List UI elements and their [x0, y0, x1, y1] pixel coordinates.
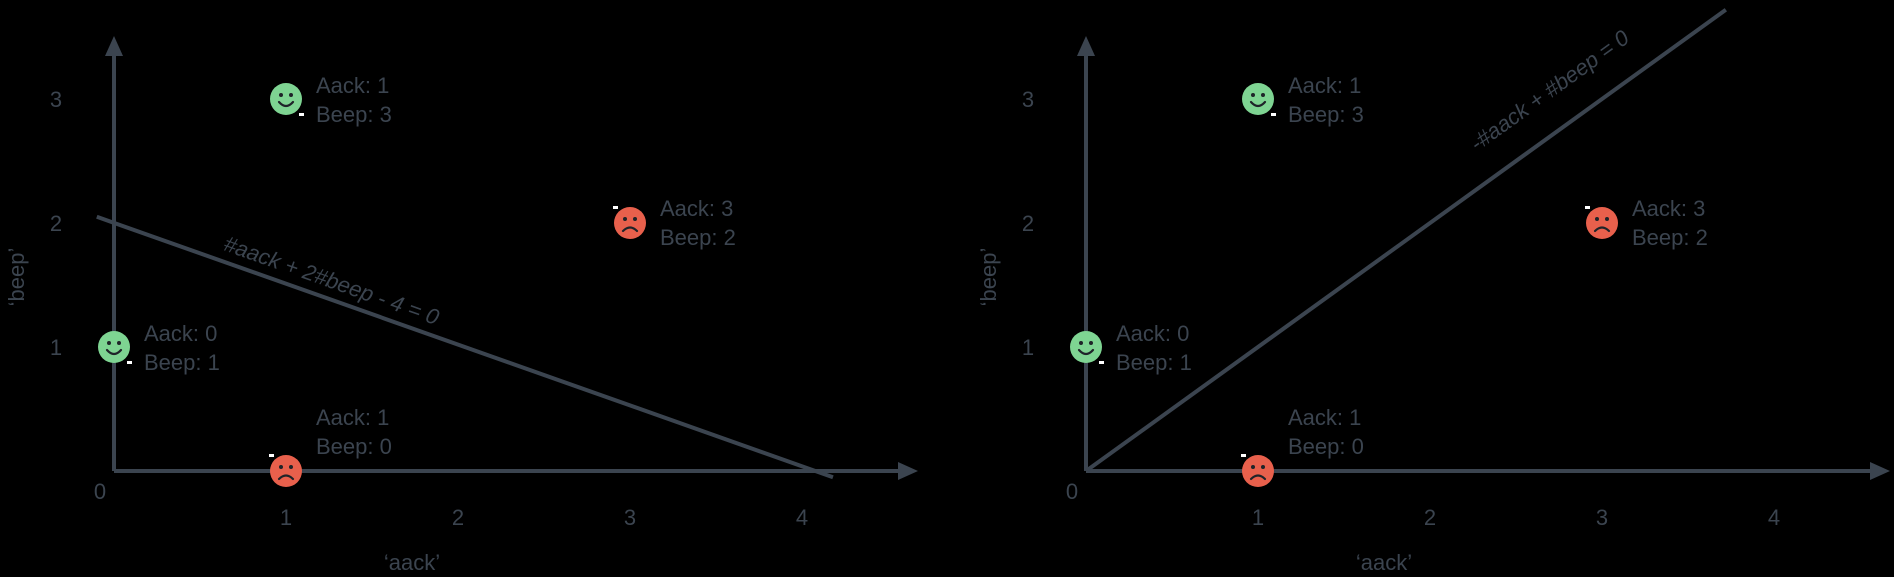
point-label-beep: Beep: 3 [1288, 102, 1364, 127]
point-marker [270, 83, 302, 115]
smile-icon [1077, 348, 1095, 356]
smile-icon [277, 100, 295, 108]
x-tick-label: 0 [94, 479, 106, 504]
point-marker-tick [299, 113, 304, 116]
frown-icon [621, 226, 639, 233]
face-eye-icon [289, 93, 293, 97]
point-label-beep: Beep: 1 [144, 350, 220, 375]
frown-icon [277, 474, 295, 481]
point-marker-tick [1585, 206, 1590, 209]
point-marker-tick [613, 206, 618, 209]
point-marker-tick [1271, 113, 1276, 116]
point-marker-tick [127, 361, 132, 364]
sad-face-point: Aack: 1 Beep: 0 [1241, 405, 1364, 487]
point-label-aack: Aack: 3 [660, 196, 733, 221]
happy-face-point: Aack: 1 Beep: 3 [1242, 73, 1364, 127]
point-label-aack: Aack: 1 [1288, 73, 1361, 98]
sad-face-point: Aack: 3 Beep: 2 [1585, 196, 1708, 250]
face-eye-icon [279, 465, 283, 469]
point-marker [1586, 207, 1618, 239]
point-label-aack: Aack: 3 [1632, 196, 1705, 221]
point-marker [1242, 83, 1274, 115]
x-tick-label: 0 [1066, 479, 1078, 504]
point-label-beep: Beep: 2 [660, 225, 736, 250]
y-axis-label: ‘beep’ [4, 248, 29, 307]
point-label-beep: Beep: 3 [316, 102, 392, 127]
y-tick-label: 2 [50, 211, 62, 236]
smile-icon [1249, 100, 1267, 108]
x-tick-label: 1 [1252, 505, 1264, 530]
y-axis-arrow [1077, 36, 1095, 56]
y-axis-arrow [105, 36, 123, 56]
face-eye-icon [107, 341, 111, 345]
point-label-beep: Beep: 1 [1116, 350, 1192, 375]
decision-boundary-line [1084, 8, 1728, 473]
decision-boundary-label: #aack + 2#beep - 4 = 0 [221, 231, 443, 330]
x-tick-label: 1 [280, 505, 292, 530]
point-marker [98, 331, 130, 363]
point-marker [270, 455, 302, 487]
point-label-beep: Beep: 0 [1288, 434, 1364, 459]
y-tick-label: 3 [50, 87, 62, 112]
point-label-beep: Beep: 2 [1632, 225, 1708, 250]
x-tick-label: 4 [796, 505, 808, 530]
x-tick-label: 4 [1768, 505, 1780, 530]
x-tick-label: 3 [624, 505, 636, 530]
point-marker [614, 207, 646, 239]
face-eye-icon [1089, 341, 1093, 345]
point-marker [1070, 331, 1102, 363]
frown-icon [1249, 474, 1267, 481]
face-eye-icon [1605, 217, 1609, 221]
face-eye-icon [1261, 93, 1265, 97]
y-tick-label: 3 [1022, 87, 1034, 112]
x-axis-label: ‘aack’ [1356, 550, 1412, 575]
face-eye-icon [279, 93, 283, 97]
point-label-aack: Aack: 1 [316, 405, 389, 430]
x-axis-arrow [898, 462, 918, 480]
point-marker-tick [269, 454, 274, 457]
decision-boundary-line [96, 214, 834, 480]
frown-icon [1593, 226, 1611, 233]
happy-face-point: Aack: 0 Beep: 1 [1070, 321, 1192, 375]
sad-face-point: Aack: 3 Beep: 2 [613, 196, 736, 250]
point-label-aack: Aack: 1 [1288, 405, 1361, 430]
y-tick-label: 1 [1022, 335, 1034, 360]
x-tick-label: 2 [452, 505, 464, 530]
face-eye-icon [1251, 93, 1255, 97]
face-eye-icon [289, 465, 293, 469]
face-eye-icon [1251, 465, 1255, 469]
y-tick-label: 2 [1022, 211, 1034, 236]
point-marker-tick [1241, 454, 1246, 457]
happy-face-point: Aack: 1 Beep: 3 [270, 73, 392, 127]
smile-icon [105, 348, 123, 356]
face-eye-icon [623, 217, 627, 221]
x-tick-label: 3 [1596, 505, 1608, 530]
sad-face-point: Aack: 1 Beep: 0 [269, 405, 392, 487]
face-eye-icon [1261, 465, 1265, 469]
chart-left: 0 1 2 3 4 1 2 3 ‘aack’ ‘beep’ #aack + 2#beep - 4 =… [4, 36, 918, 575]
face-eye-icon [1595, 217, 1599, 221]
face-eye-icon [1079, 341, 1083, 345]
point-label-beep: Beep: 0 [316, 434, 392, 459]
face-eye-icon [117, 341, 121, 345]
point-marker-tick [1099, 361, 1104, 364]
x-axis-arrow [1870, 462, 1890, 480]
x-axis-label: ‘aack’ [384, 550, 440, 575]
face-eye-icon [633, 217, 637, 221]
x-tick-label: 2 [1424, 505, 1436, 530]
y-axis-label: ‘beep’ [976, 248, 1001, 307]
point-label-aack: Aack: 1 [316, 73, 389, 98]
point-marker [1242, 455, 1274, 487]
point-label-aack: Aack: 0 [144, 321, 217, 346]
point-label-aack: Aack: 0 [1116, 321, 1189, 346]
happy-face-point: Aack: 0 Beep: 1 [98, 321, 220, 375]
y-tick-label: 1 [50, 335, 62, 360]
